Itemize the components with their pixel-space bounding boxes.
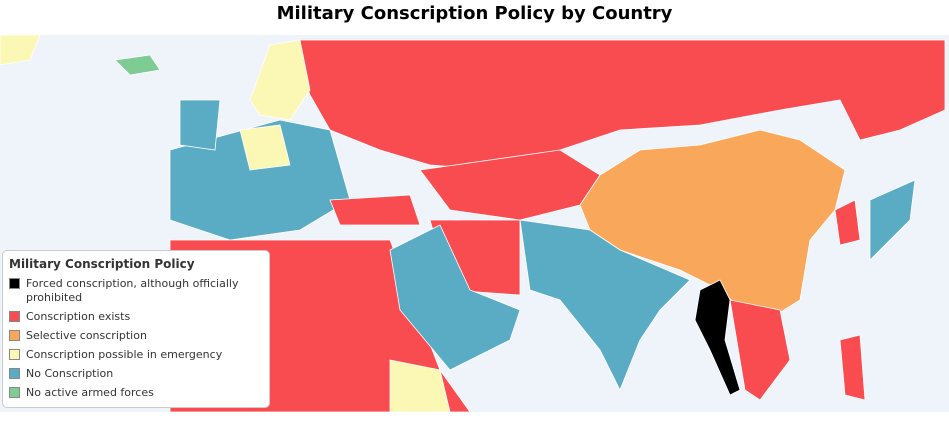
country-region	[694, 279, 741, 396]
country-region	[869, 179, 916, 261]
country-region	[329, 194, 421, 226]
country-region	[839, 334, 866, 401]
country-region	[239, 124, 291, 171]
country-region	[249, 39, 311, 121]
legend-swatch	[9, 387, 20, 398]
legend-swatch	[9, 330, 20, 341]
legend-swatch	[9, 349, 20, 360]
country-region	[389, 359, 451, 412]
legend-label: Forced conscription, although officially…	[26, 277, 239, 304]
legend-item: Conscription possible in emergency	[9, 348, 263, 362]
country-region	[729, 299, 791, 401]
legend-label: Selective conscription	[26, 329, 147, 342]
legend-item: Selective conscription	[9, 329, 263, 343]
country-region	[0, 35, 41, 66]
legend-swatch	[9, 368, 20, 379]
legend-swatch	[9, 311, 20, 322]
country-region	[519, 219, 691, 391]
country-region	[834, 199, 861, 246]
legend-item: No Conscription	[9, 367, 263, 381]
legend-label: No active armed forces	[26, 386, 154, 399]
country-region	[179, 99, 221, 151]
country-region	[579, 129, 846, 326]
legend-label: No Conscription	[26, 367, 114, 380]
legend-swatch	[9, 278, 20, 289]
legend-label: Conscription possible in emergency	[26, 348, 223, 361]
country-region	[389, 224, 521, 371]
legend-label: Conscription exists	[26, 310, 131, 323]
legend-items: Forced conscription, although officially…	[9, 277, 263, 400]
legend-item: Forced conscription, although officially…	[9, 277, 263, 305]
map-title: Military Conscription Policy by Country	[276, 3, 673, 24]
legend: Military Conscription Policy Forced cons…	[2, 250, 270, 408]
country-region	[114, 54, 161, 76]
legend-item: No active armed forces	[9, 386, 263, 400]
legend-title: Military Conscription Policy	[9, 257, 195, 271]
country-region	[299, 39, 946, 171]
legend-item: Conscription exists	[9, 310, 263, 324]
